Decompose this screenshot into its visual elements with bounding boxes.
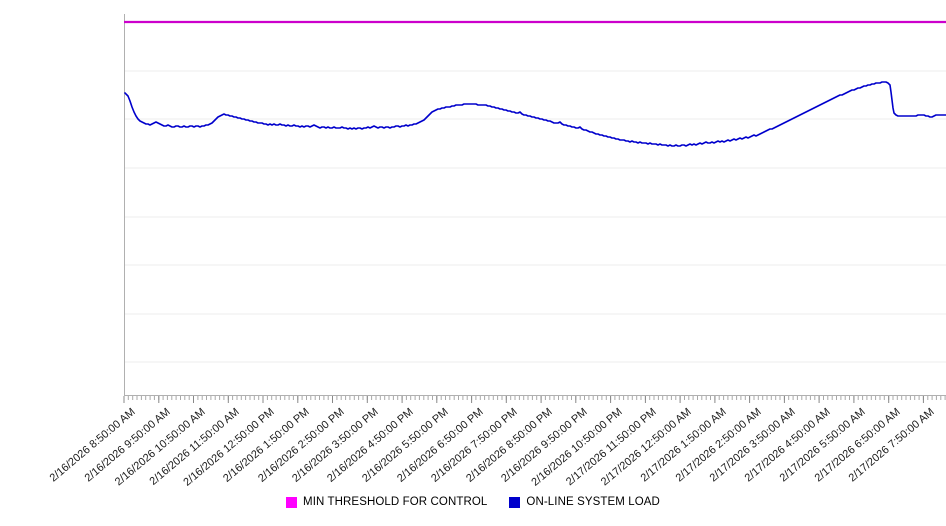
legend-item-on-line-system-load[interactable]: ON-LINE SYSTEM LOAD	[509, 496, 660, 508]
x-axis-ticks	[123, 396, 946, 403]
legend-swatch-magenta	[286, 496, 298, 508]
legend-swatch-blue	[509, 496, 521, 508]
legend-item-min-threshold-for-control[interactable]: MIN THRESHOLD FOR CONTROL	[286, 496, 487, 508]
chart-legend: MIN THRESHOLD FOR CONTROL ON-LINE SYSTEM…	[0, 496, 946, 508]
gridlines	[124, 21, 946, 363]
legend-label-min-threshold-for-control: MIN THRESHOLD FOR CONTROL	[303, 496, 488, 508]
data-line-on-line-system-load	[124, 81, 946, 147]
legend-label-on-line-system-load: ON-LINE SYSTEM LOAD	[526, 496, 660, 508]
